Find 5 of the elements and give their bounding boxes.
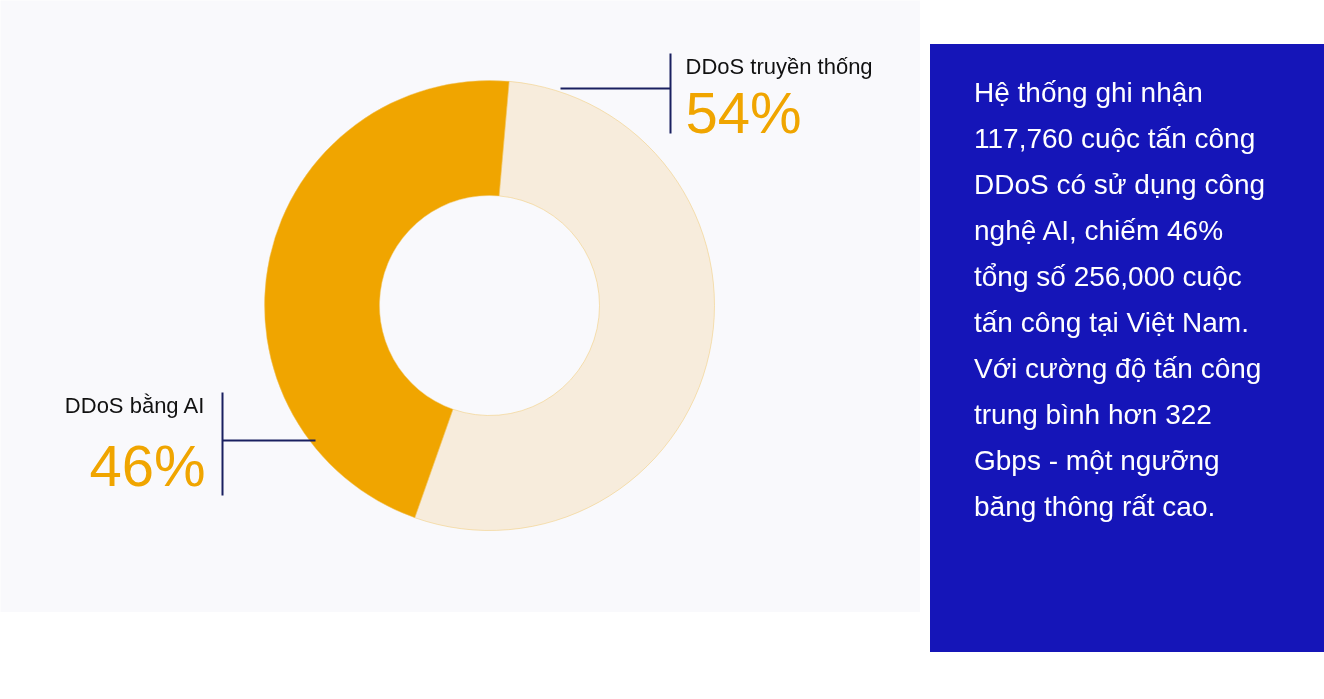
data-label: 54%	[685, 80, 802, 145]
slice-label: DDoS truyền thống	[685, 54, 873, 79]
slice-label: DDoS bằng AI	[64, 393, 205, 418]
data-label: 46%	[89, 433, 206, 498]
text: Hệ thống ghi nhận 117,760 cuộc tấn công DDoS có sử dụng công nghệ AI, chiếm 46% tổng số 256,000 cuộc tấn công tại Việt Nam. Với cường độ tấn công trung bình hơn 322 Gbps - một ngưỡng băng thông rất cao.	[974, 77, 1266, 522]
